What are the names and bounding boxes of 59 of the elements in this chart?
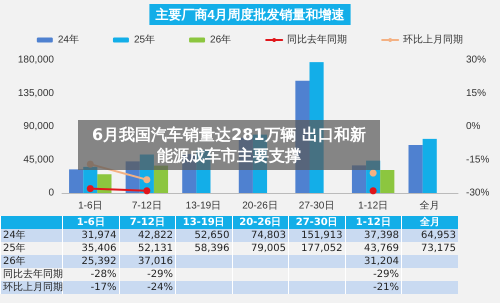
y-tick-label: 180,000: [18, 54, 54, 66]
data-label: -24%: [119, 281, 176, 294]
legend-label: 24年: [58, 34, 79, 46]
data-label: 35,406: [62, 242, 119, 255]
text: 24年: [3, 230, 26, 241]
chart-title: 主要厂商4月周度批发销量和增速: [154, 7, 346, 22]
x-tick-label: 7-12日: [132, 200, 162, 212]
data-label: 177,052: [288, 242, 345, 255]
legend-label: 环比上月同期: [403, 34, 464, 46]
text: 25年: [3, 243, 26, 254]
legend-label: 26年: [210, 34, 232, 46]
data-label: 64,953: [402, 229, 458, 242]
data-label: 37,398: [345, 229, 402, 242]
category-label: 27-30日: [296, 217, 338, 228]
data-label: 52,650: [176, 229, 232, 242]
y2-tick-label: 0%: [466, 121, 481, 132]
data-label: 58,396: [176, 242, 232, 255]
y2-tick-label: 30%: [466, 54, 486, 66]
data-label: -28%: [62, 268, 119, 281]
data-label: 52,131: [119, 242, 176, 255]
y-tick-label: 135,000: [18, 88, 54, 99]
legend-label: 同比去年同期: [287, 34, 348, 46]
text: 26年: [3, 256, 26, 267]
category-label: 全月: [420, 217, 440, 228]
data-label: -17%: [62, 281, 119, 294]
text: 同比去年同期: [3, 269, 63, 280]
data-label: 31,974: [62, 229, 119, 242]
y-tick-label: 0: [48, 188, 54, 198]
data-label: 151,913: [288, 229, 345, 242]
y2-tick-label: -15%: [466, 154, 490, 166]
legend-label: 25年: [134, 34, 156, 46]
data-label: -29%: [119, 268, 176, 281]
x-tick-label: 1-6日: [78, 200, 103, 212]
data-label: 73,175: [402, 242, 458, 255]
text: 环比上月同期: [3, 282, 63, 293]
data-label: -29%: [345, 268, 402, 281]
category-label: 13-19日: [182, 217, 225, 228]
x-tick-label: 全月: [420, 200, 440, 212]
x-tick-label: 1-12日: [358, 200, 388, 212]
category-label: 1-6日: [76, 217, 105, 228]
data-label: 43,769: [345, 242, 402, 255]
data-label: -21%: [345, 281, 402, 294]
data-label: 37,016: [119, 255, 176, 268]
data-label: 31,204: [345, 255, 402, 268]
y-tick-label: 45,000: [23, 154, 54, 166]
data-label: 25,392: [62, 255, 119, 268]
data-label: 79,005: [232, 242, 288, 255]
data-label: 74,803: [232, 229, 288, 242]
category-label: 1-12日: [356, 217, 391, 228]
category-label: 7-12日: [130, 217, 165, 228]
y2-tick-label: -30%: [466, 188, 490, 198]
y-tick-label: 90,000: [23, 121, 54, 132]
x-tick-label: 20-26日: [242, 200, 278, 212]
annotation: 6月我国汽车销量达281万辆 出口和新能源成车市主要支撑: [78, 120, 380, 170]
x-tick-label: 13-19日: [186, 200, 222, 212]
category-label: 20-26日: [239, 217, 282, 228]
x-tick-label: 27-30日: [298, 200, 334, 212]
y2-tick-label: 15%: [466, 88, 486, 99]
data-label: 42,822: [119, 229, 176, 242]
